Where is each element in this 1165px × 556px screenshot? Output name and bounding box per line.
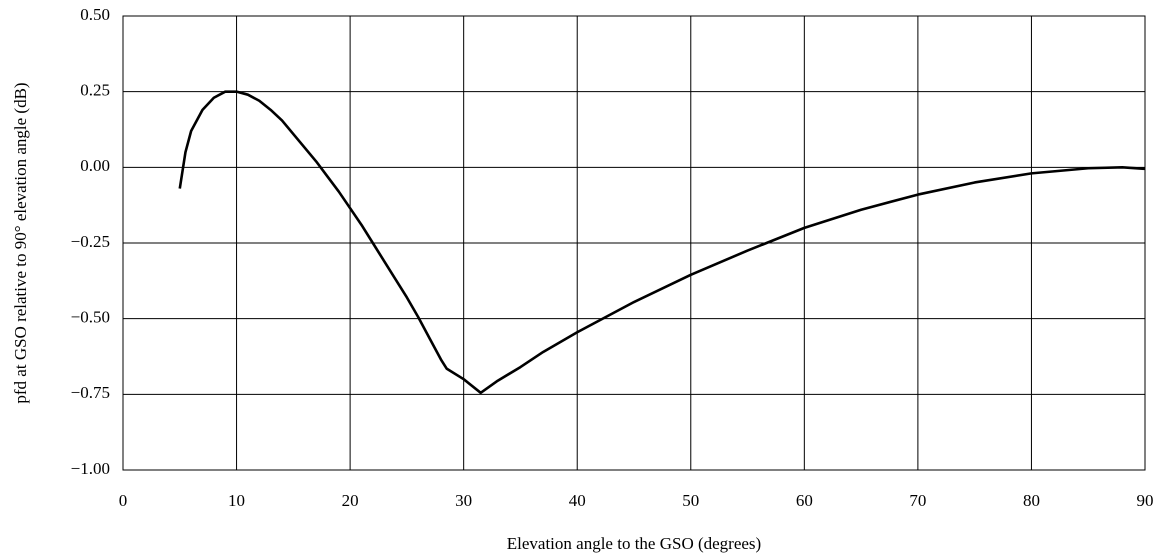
x-tick-label: 50 <box>682 491 699 510</box>
y-axis-label: pfd at GSO relative to 90° elevation ang… <box>11 82 30 403</box>
x-tick-label: 20 <box>342 491 359 510</box>
y-tick-label: −1.00 <box>71 459 110 478</box>
x-tick-label: 70 <box>909 491 926 510</box>
y-tick-label: 0.25 <box>80 81 110 100</box>
plot-frame <box>122 15 1146 471</box>
y-tick-label: 0.00 <box>80 156 110 175</box>
data-line <box>178 90 1146 395</box>
y-tick-label: −0.50 <box>71 308 110 327</box>
x-tick-label: 80 <box>1023 491 1040 510</box>
x-tick-label: 30 <box>455 491 472 510</box>
x-tick-label: 10 <box>228 491 245 510</box>
x-axis-label: Elevation angle to the GSO (degrees) <box>507 534 761 553</box>
x-tick-label: 60 <box>796 491 813 510</box>
x-tick-label: 40 <box>569 491 586 510</box>
y-tick-label: −0.25 <box>71 232 110 251</box>
y-tick-label: −0.75 <box>71 383 110 402</box>
x-tick-label: 90 <box>1137 491 1154 510</box>
x-tick-label: 0 <box>119 491 128 510</box>
y-tick-label: 0.50 <box>80 5 110 24</box>
